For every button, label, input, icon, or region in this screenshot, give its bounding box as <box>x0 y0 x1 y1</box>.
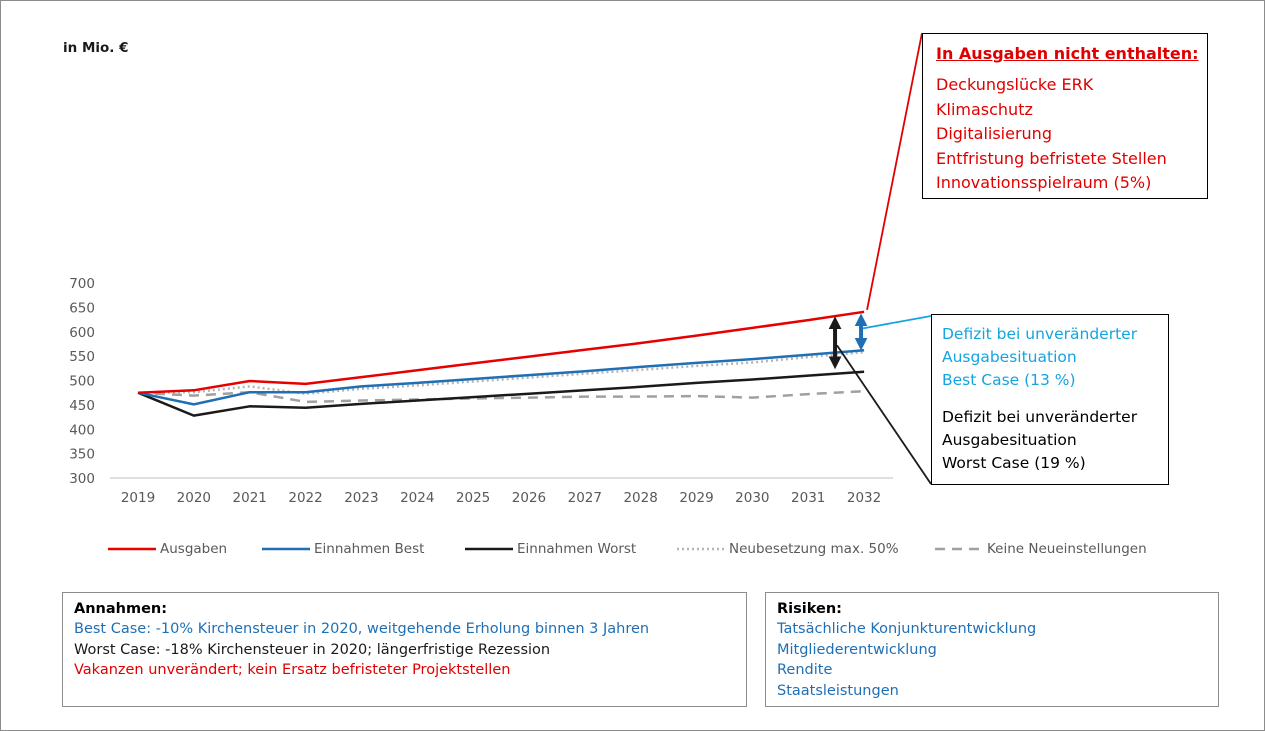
y-tick-label: 650 <box>69 300 95 316</box>
x-tick-label: 2026 <box>512 490 546 506</box>
legend-label: Einnahmen Best <box>314 541 424 557</box>
not-included-item: Entfristung befristete Stellen <box>936 148 1167 168</box>
x-tick-label: 2032 <box>847 490 881 506</box>
y-tick-label: 350 <box>69 447 95 463</box>
y-tick-label: 700 <box>69 276 95 292</box>
not-included-item: Digitalisierung <box>936 124 1052 143</box>
best-callout-connector <box>862 315 932 330</box>
x-tick-label: 2029 <box>679 490 713 506</box>
assumption-line: Worst Case: -18% Kirchensteuer in 2020; … <box>74 641 551 658</box>
not-included-connector <box>866 32 923 310</box>
deficit-box: Defizit bei unveränderter Ausgabesituati… <box>931 314 1169 485</box>
x-tick-label: 2027 <box>568 490 602 506</box>
legend-label: Keine Neueinstellungen <box>987 541 1147 557</box>
risk-line: Mitgliederentwicklung <box>777 641 937 658</box>
risks-box: Risiken: Tatsächliche Konjunkturentwickl… <box>765 592 1219 707</box>
risk-line: Tatsächliche Konjunkturentwicklung <box>777 621 1037 637</box>
series-line-keine-neueinstellungen <box>137 389 865 404</box>
not-included-item: Innovationsspielraum (5%) <box>936 173 1152 192</box>
y-tick-label: 600 <box>69 325 95 341</box>
x-tick-label: 2021 <box>233 490 267 506</box>
y-tick-label: 400 <box>69 422 95 438</box>
x-tick-label: 2019 <box>121 490 155 506</box>
assumptions-title: Annahmen: <box>74 601 168 617</box>
x-tick-label: 2030 <box>735 490 769 506</box>
legend-label: Einnahmen Worst <box>517 541 636 557</box>
y-axis-label: in Mio. € <box>63 40 129 56</box>
y-tick-label: 300 <box>69 471 95 487</box>
x-tick-label: 2028 <box>623 490 657 506</box>
worst-callout-connector <box>836 344 932 485</box>
assumption-line: Vakanzen unverändert; kein Ersatz befris… <box>74 662 511 678</box>
x-tick-label: 2020 <box>177 490 211 506</box>
risks-title: Risiken: <box>777 601 842 617</box>
y-tick-label: 450 <box>69 398 95 414</box>
x-tick-label: 2031 <box>791 490 825 506</box>
legend-label: Neubesetzung max. 50% <box>729 541 899 557</box>
legend-label: Ausgaben <box>160 541 227 557</box>
deficit-best-line: Defizit bei unveränderter <box>942 325 1138 343</box>
not-included-item: Deckungslücke ERK <box>936 75 1094 94</box>
assumption-line: Best Case: -10% Kirchensteuer in 2020, w… <box>74 621 650 637</box>
x-tick-label: 2024 <box>400 490 434 506</box>
risk-line: Staatsleistungen <box>777 682 899 699</box>
not-included-item: Klimaschutz <box>936 99 1033 119</box>
not-included-title: In Ausgaben nicht enthalten: <box>936 44 1199 63</box>
deficit-best-line: Ausgabesituation <box>942 348 1077 366</box>
series-line-einnahmen-best <box>137 349 865 406</box>
deficit-best-line: Best Case (13 %) <box>942 371 1076 389</box>
y-tick-label: 550 <box>69 349 95 365</box>
not-included-box: In Ausgaben nicht enthalten: Deckungslüc… <box>922 33 1208 199</box>
deficit-worst-line: Defizit bei unveränderter <box>942 408 1138 426</box>
deficit-worst-line: Worst Case (19 %) <box>942 454 1086 472</box>
x-tick-label: 2023 <box>344 490 378 506</box>
series-line-ausgaben <box>137 310 865 394</box>
risk-line: Rendite <box>777 662 833 678</box>
assumptions-box: Annahmen: Best Case: -10% Kirchensteuer … <box>62 592 747 707</box>
deficit-worst-line: Ausgabesituation <box>942 431 1077 449</box>
y-tick-label: 500 <box>69 374 95 390</box>
x-tick-label: 2025 <box>456 490 490 506</box>
series-line-neubesetzung-max-50 <box>137 350 865 395</box>
series-line-einnahmen-worst <box>137 370 865 417</box>
x-tick-label: 2022 <box>288 490 322 506</box>
